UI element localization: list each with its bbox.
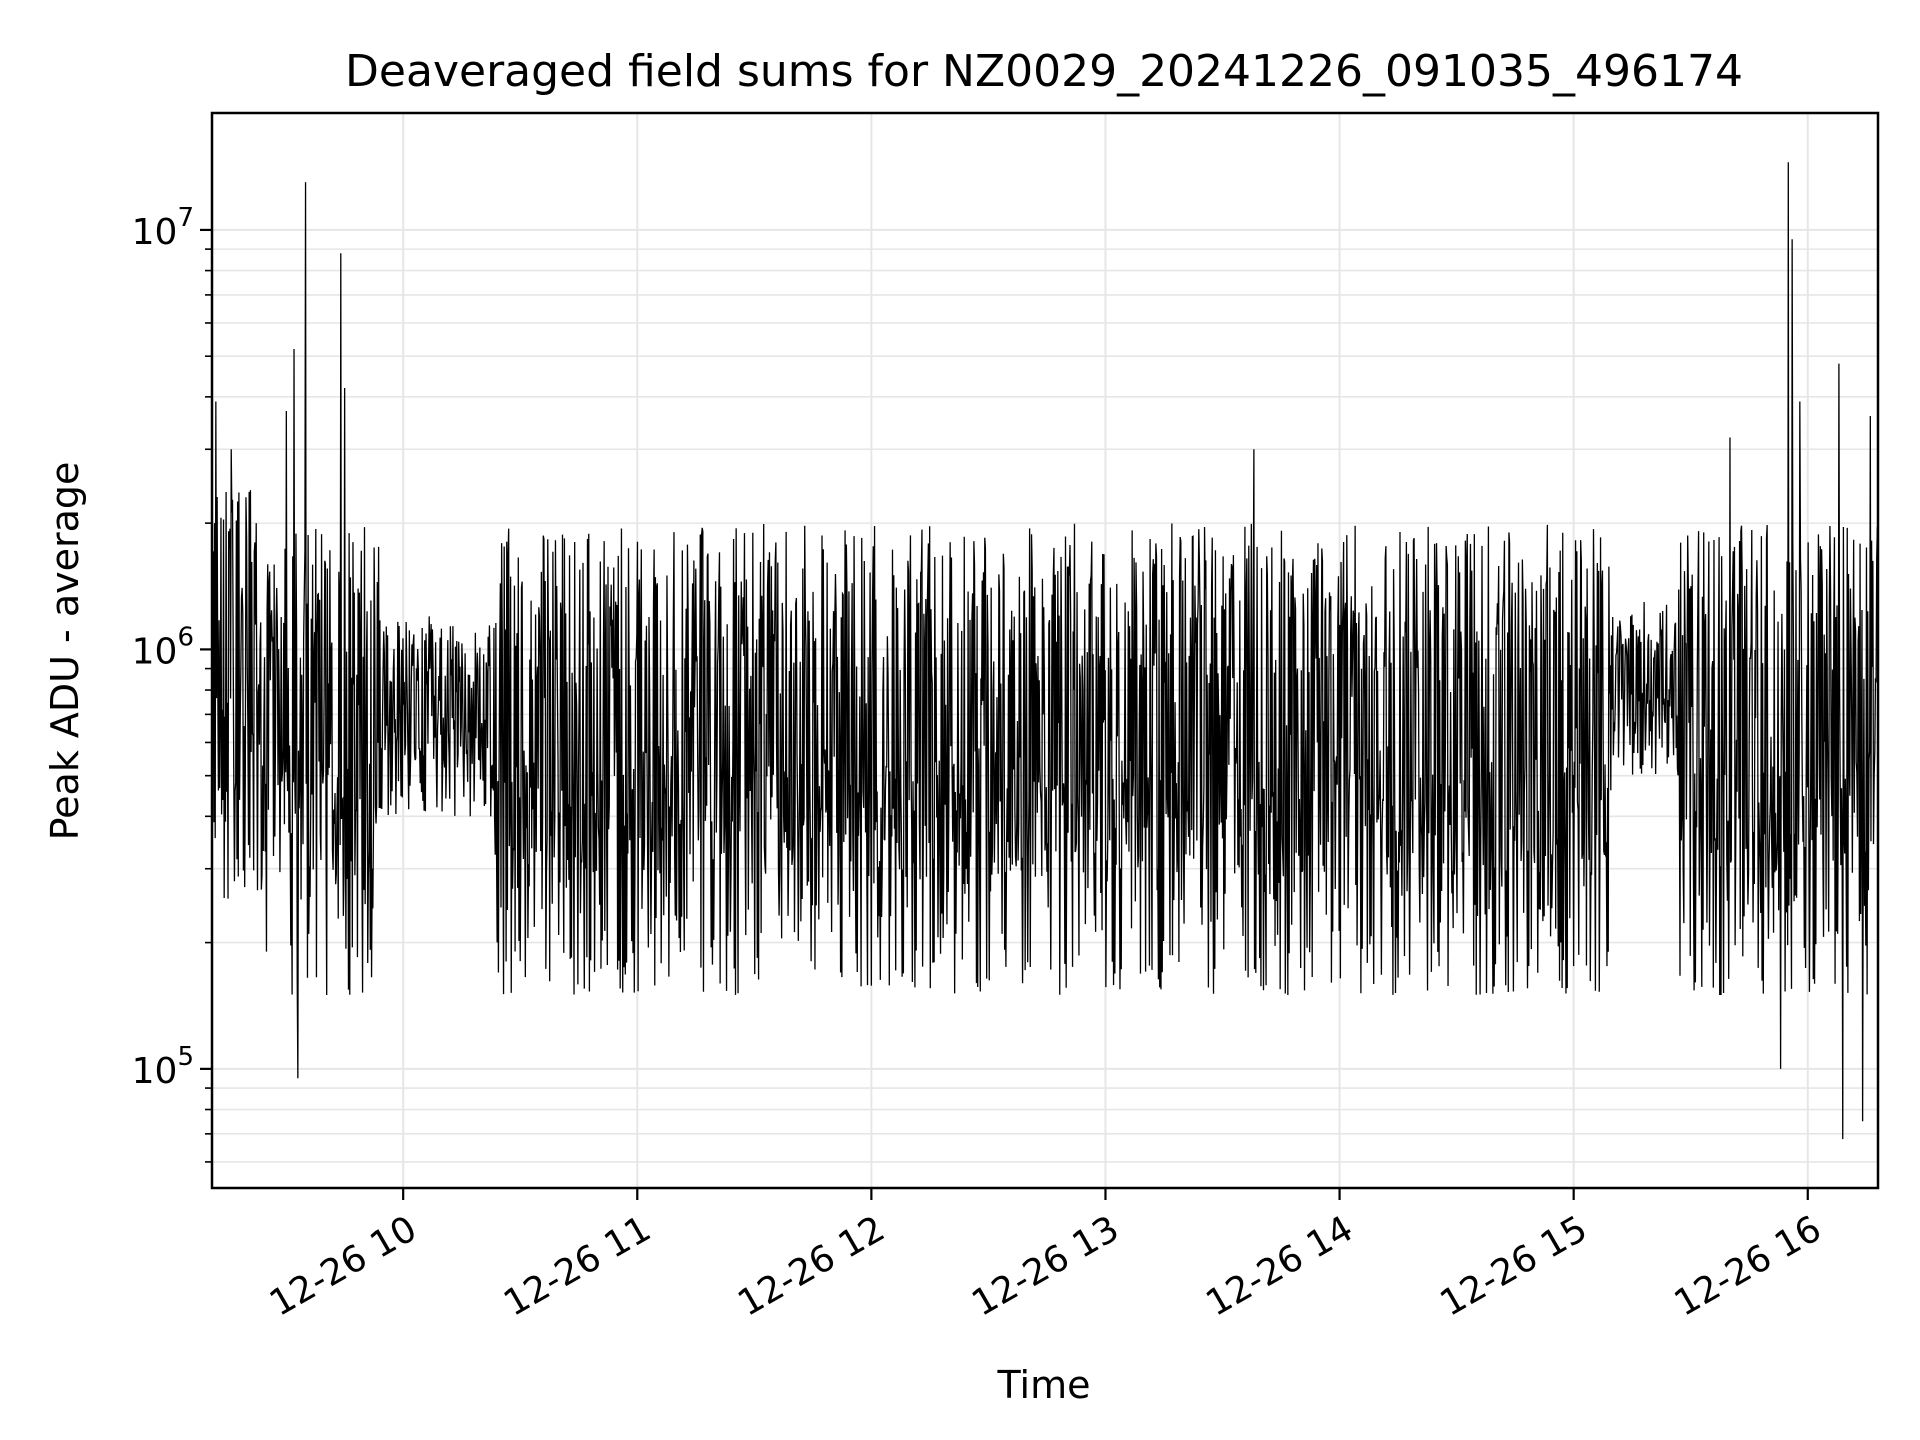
y-tick-label: 106 xyxy=(132,622,194,672)
chart-title: Deaveraged field sums for NZ0029_2024122… xyxy=(345,46,1743,97)
series-layer xyxy=(211,162,1879,1140)
x-axis-label: Time xyxy=(997,1363,1091,1407)
series-line xyxy=(211,162,1879,1140)
y-tick-label: 105 xyxy=(132,1042,194,1092)
y-axis-label: Peak ADU - average xyxy=(43,462,87,841)
y-tick-label: 107 xyxy=(132,203,194,253)
